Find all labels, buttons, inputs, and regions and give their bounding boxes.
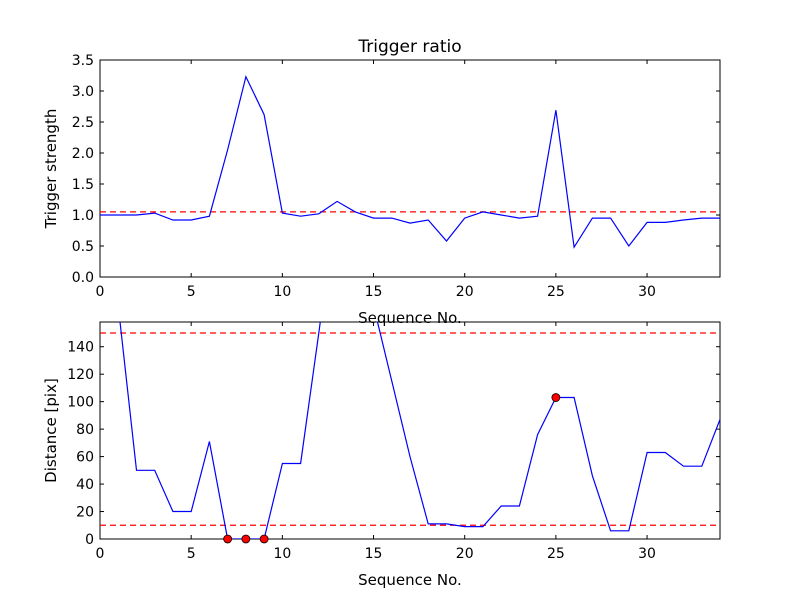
y-tick-label: 140: [67, 340, 94, 356]
y-tick-label: 80: [76, 422, 94, 438]
series-line: [119, 322, 720, 539]
x-tick-label: 5: [187, 284, 196, 300]
x-tick-label: 25: [547, 284, 565, 300]
x-axis-label: Sequence No.: [358, 571, 462, 589]
x-tick-label: 0: [96, 284, 105, 300]
trigger-ratio-plot: 0 5 10 15 20 25 30 0.0 0.5 1.0 1.5 2.0 2.5 3.0 3.5 Trig…: [42, 37, 721, 327]
x-tick-label: 15: [365, 284, 383, 300]
y-tick-label: 1.0: [72, 208, 94, 224]
x-tick-label: 20: [456, 546, 474, 562]
y-tick-label: 120: [67, 367, 94, 383]
x-tick-label: 30: [638, 546, 656, 562]
x-tick-label: 5: [187, 546, 196, 562]
x-tick-label: 15: [365, 546, 383, 562]
detection-marker: [241, 534, 251, 544]
y-tick-label: 20: [76, 505, 94, 521]
y-tick-label: 40: [76, 477, 94, 493]
y-tick-label: 3.0: [72, 84, 94, 100]
detection-marker: [259, 534, 269, 544]
x-tick-label: 10: [273, 284, 291, 300]
chart-title: Trigger ratio: [357, 37, 461, 57]
y-tick-label: 60: [76, 450, 94, 466]
x-tick-label: 0: [96, 546, 105, 562]
distance-plot: 0 5 10 15 20 25 30 0 20 40 60 80 100 120 140 Sequence N…: [42, 321, 721, 589]
detection-marker: [551, 393, 561, 402]
plot-frame: [99, 59, 721, 278]
y-tick-label: 100: [67, 395, 94, 411]
y-tick-label: 2.5: [72, 115, 94, 131]
x-tick-label: 10: [273, 546, 291, 562]
y-tick-label: 0: [85, 532, 94, 548]
y-axis-label: Distance [pix]: [42, 378, 60, 483]
y-tick-label: 0.0: [72, 270, 94, 286]
y-tick-label: 1.5: [72, 177, 94, 193]
y-axis-label: Trigger strength: [42, 109, 60, 230]
series-line: [100, 74, 720, 249]
x-tick-label: 20: [456, 284, 474, 300]
x-tick-label: 25: [547, 546, 565, 562]
y-tick-label: 2.0: [72, 146, 94, 162]
detection-marker: [223, 534, 233, 544]
y-tick-label: 0.5: [72, 239, 94, 255]
x-tick-label: 30: [638, 284, 656, 300]
plot-frame: [99, 321, 721, 540]
y-tick-label: 3.5: [72, 53, 94, 69]
